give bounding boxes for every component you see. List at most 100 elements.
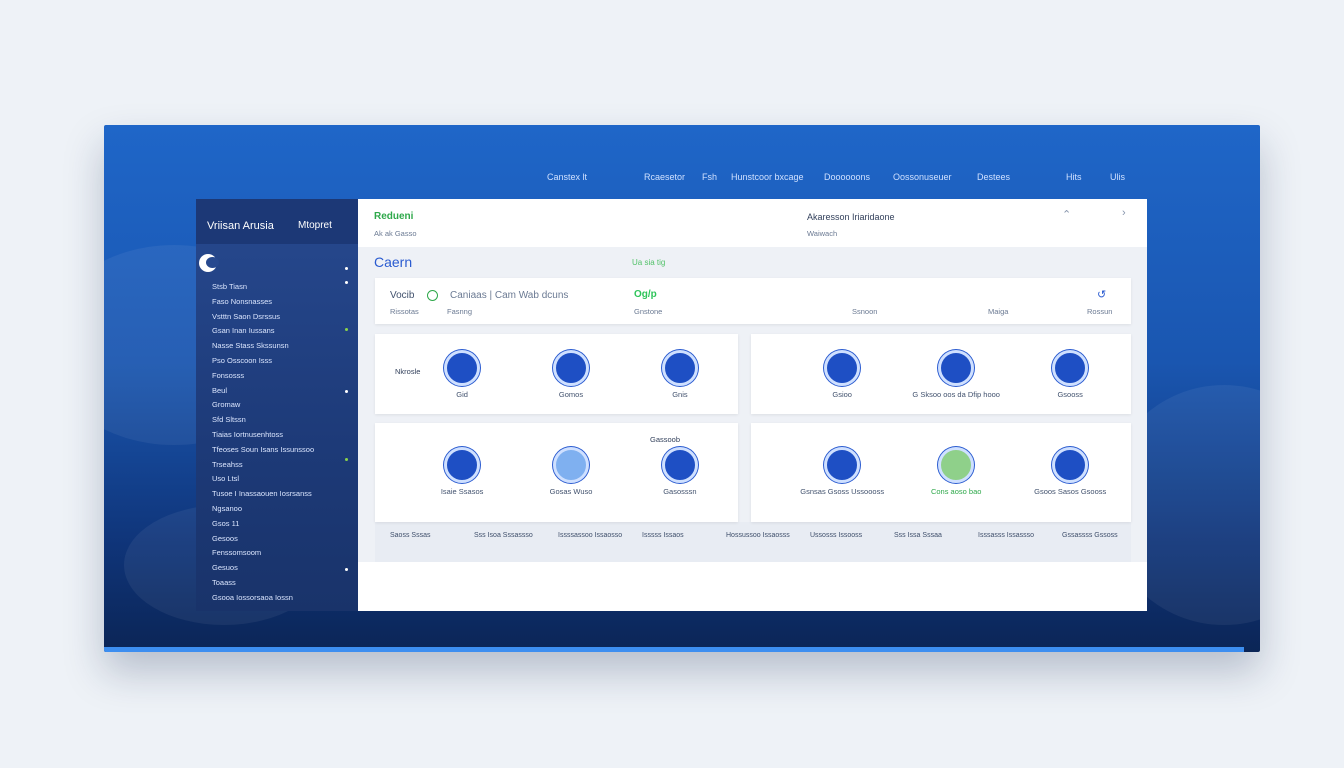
menu-item[interactable]: Gromaw [212,400,241,410]
toolbar-sub: Fasnng [447,307,473,316]
section-status: Ua sia tig [632,258,666,267]
frame-edge [104,647,1244,652]
header-right-title: Akaresson Iriaridaone [807,212,895,222]
toolbar-sub: Rissotas [390,307,419,316]
menu-dot [345,267,348,270]
item-label: Isaie Ssasos [440,487,484,496]
item-icon[interactable] [553,350,590,386]
logo-cut [206,257,219,268]
nav-item[interactable]: Hits [1066,172,1082,182]
item-icon[interactable] [444,447,481,483]
menu-dot [345,328,348,331]
header-title: Redueni [374,211,414,222]
item-label: Gasosssn [663,487,697,496]
menu-item[interactable]: Pso Osscoon Isss [212,356,273,365]
item-icon[interactable] [661,350,698,386]
menu-item[interactable]: Fenssomsoom [212,548,262,558]
collapse-button[interactable]: ⌃ [1062,209,1072,221]
item-icon[interactable] [553,447,590,483]
menu-item[interactable]: Tusoe I Inassaouen Iosrsanss [212,489,312,499]
sidebar [196,199,358,611]
menu-item[interactable]: Trseahss [212,459,243,469]
nav-item[interactable]: Ulis [1110,172,1125,182]
next-button[interactable]: › [1122,207,1126,219]
item-label: Gsioo [832,390,852,399]
toolbar-action[interactable]: ↺ [1097,289,1107,301]
menu-item[interactable]: Gesoos [212,533,238,543]
table-cell: Isssasss Issassso [978,532,1035,539]
nav-item[interactable]: Doooooons [824,172,871,182]
header-subtitle: Ak ak Gasso [374,229,417,238]
item-label: G Sksoo oos da Dfip hooo [912,390,1000,399]
toolbar-label: Vocib [390,290,415,301]
table-cell: Saoss Sssas [390,532,431,539]
nav-item[interactable]: Destees [977,172,1011,182]
menu-item[interactable]: Ngsanoo [212,504,243,513]
menu-item[interactable]: Faso Nonsnasses [212,296,273,306]
nav-item[interactable]: Canstex lt [547,172,588,182]
item-icon[interactable] [1052,350,1089,386]
menu-item[interactable]: Fonsosss [212,370,245,380]
section-title: Caern [374,254,413,270]
item-icon[interactable] [824,350,861,386]
nav-item[interactable]: Fsh [702,172,718,182]
toolbar-sub: Maiga [988,307,1009,316]
menu-item[interactable]: Stsb Tiasn [212,282,248,291]
item-icon[interactable] [938,447,975,483]
menu-dot [345,568,348,571]
item-label: Gnis [672,390,688,399]
card-note: Gassoob [650,435,681,444]
table-cell: Gssassss Gssoss [1062,532,1118,539]
nav-item[interactable]: Rcaesetor [644,172,686,182]
table-cell: Hossussoo Issaosss [726,532,790,539]
item-icon[interactable] [824,447,861,483]
menu-item[interactable]: Vstttn Saon Dsrssus [212,311,280,321]
menu-item[interactable]: Tfeoses Soun Isans Issunssoo [212,444,315,454]
table-cell: Sss Issa Sssaa [894,532,942,539]
nav-item[interactable]: Oossonuseuer [893,172,952,182]
item-icon[interactable] [938,350,975,386]
toolbar-sub: Ssnoon [852,307,878,316]
toolbar-sub: Rossun [1087,307,1113,316]
item-icon[interactable] [661,447,698,483]
item-label: Gosas Wuso [549,487,593,496]
table-strip [375,522,1131,562]
header-right-subtitle: Waiwach [807,229,838,238]
menu-item[interactable]: Gsan Inan Iussans [212,326,275,336]
status-icon [427,290,438,301]
sidebar-header [196,199,358,244]
menu-item[interactable]: Tiaias Iortnusenhtoss [212,430,284,439]
menu-item[interactable]: Gsooa Iossorsaoa Iossn [212,592,293,602]
menu-item[interactable]: Beul [212,385,228,395]
item-label: Gid [456,390,468,399]
table-cell: Isssss Issaos [642,532,684,539]
menu-dot [345,390,348,393]
table-cell: Ussosss Issooss [810,532,863,539]
table-cell: Issssassoo Issaosso [558,532,623,539]
menu-item[interactable]: Gesuos [212,563,238,573]
toolbar [375,278,1131,324]
toolbar-tabs[interactable]: Caniaas | Cam Wab dcuns [450,290,569,301]
card-note: Nkrosle [395,367,421,376]
item-label: Gsoos Sasos Gsooss [1034,487,1107,496]
menu-item[interactable]: Sfd Sltssn [212,415,246,425]
toolbar-sub: Gnstone [634,307,663,316]
item-label: Cons aoso bao [930,487,982,496]
menu-item[interactable]: Toaass [212,578,236,587]
menu-item[interactable]: Uso Ltsl [212,474,240,484]
table-cell: Sss Isoa Sssassso [474,532,533,539]
menu-item[interactable]: Gsos 11 [212,518,240,528]
toolbar-badge: Og/p [634,289,657,300]
nav-item[interactable]: Hunstcoor bxcage [731,172,804,182]
account[interactable]: Mtopret [298,220,332,231]
item-label: Gomos [558,390,584,399]
menu-item[interactable]: Nasse Stass Skssunsn [212,341,289,351]
sidebar-title: Vriisan Arusia [207,220,274,232]
item-label: Gsooss [1057,390,1083,399]
item-label: Gsnsas Gsoss Ussoooss [800,487,885,496]
item-icon[interactable] [1052,447,1089,483]
menu-dot [345,281,348,284]
menu-dot [345,458,348,461]
item-icon[interactable] [444,350,481,386]
